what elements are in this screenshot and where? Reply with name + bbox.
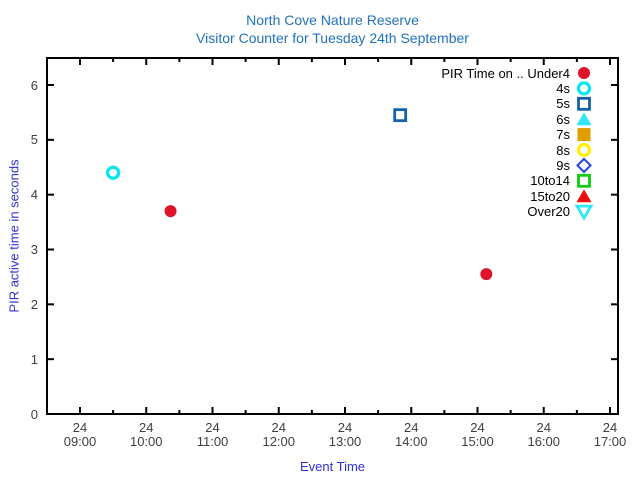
x-tick-time: 10:00 — [129, 434, 163, 449]
legend-label-9: Over20 — [527, 204, 570, 220]
x-tick-label-0: 24 09:00 — [64, 421, 97, 449]
x-tick-date: 24 — [470, 420, 485, 435]
x-tick-time: 12:00 — [262, 434, 296, 449]
square-open-marker — [393, 108, 408, 123]
x-tick-time: 15:00 — [461, 434, 494, 449]
triangle-up-filled-marker — [576, 112, 592, 126]
x-tick-date: 24 — [139, 420, 154, 435]
x-tick-label-2: 24 11:00 — [197, 421, 229, 449]
circle-filled-marker — [578, 67, 590, 79]
circle-filled-marker — [164, 205, 177, 218]
chart-subtitle: Visitor Counter for Tuesday 24th Septemb… — [196, 30, 469, 46]
plot-border — [46, 57, 619, 415]
x-tick-label-8: 24 17:00 — [594, 421, 627, 449]
chart-title: North Cove Nature Reserve — [246, 12, 419, 28]
x-tick-date: 24 — [337, 420, 353, 435]
x-tick-time: 09:00 — [63, 434, 97, 449]
circle-open-marker — [576, 142, 592, 158]
legend-label-4: 7s — [556, 127, 570, 143]
x-tick-date: 24 — [205, 420, 220, 435]
x-tick-time: 17:00 — [593, 434, 627, 449]
legend-label-6: 9s — [556, 157, 570, 173]
x-axis-label: Event Time — [299, 459, 366, 474]
square-filled-marker — [577, 128, 591, 142]
legend-label-3: 6s — [556, 111, 570, 127]
diamond-open-marker — [576, 157, 592, 174]
x-tick-time: 16:00 — [527, 434, 561, 449]
x-tick-time: 14:00 — [394, 434, 428, 449]
circle-filled-marker — [480, 268, 493, 281]
y-tick-label-2: 2 — [30, 296, 38, 312]
y-tick-label-3: 3 — [30, 242, 38, 257]
square-open-marker — [577, 173, 591, 188]
x-tick-label-5: 24 14:00 — [395, 421, 428, 449]
x-tick-label-4: 24 13:00 — [329, 421, 362, 449]
y-tick-label-0: 0 — [30, 406, 38, 422]
square-open-marker — [577, 96, 591, 111]
y-tick-label-4: 4 — [30, 187, 38, 203]
x-tick-date: 24 — [72, 420, 88, 435]
triangle-down-open-marker — [574, 204, 594, 221]
y-tick-label-1: 1 — [30, 351, 38, 367]
y-tick-label-6: 6 — [30, 77, 38, 93]
circle-open-marker — [576, 81, 592, 96]
legend-label-1: 4s — [556, 80, 570, 96]
legend-label-2: 5s — [556, 96, 570, 112]
x-tick-label-3: 24 12:00 — [262, 421, 295, 449]
x-tick-date: 24 — [404, 420, 419, 435]
legend-label-8: 15to20 — [530, 188, 570, 204]
triangle-up-filled-marker — [576, 189, 592, 203]
x-tick-time: 11:00 — [196, 434, 229, 449]
x-tick-label-6: 24 15:00 — [461, 421, 494, 449]
x-tick-time: 13:00 — [328, 434, 362, 449]
legend-label-0: PIR Time on .. Under4 — [441, 65, 570, 81]
x-tick-date: 24 — [536, 420, 551, 435]
x-tick-label-7: 24 16:00 — [527, 421, 560, 449]
x-tick-label-1: 24 10:00 — [130, 421, 163, 449]
legend-label-7: 10to14 — [530, 173, 570, 189]
y-tick-label-5: 5 — [30, 132, 38, 148]
x-tick-date: 24 — [271, 420, 286, 435]
x-tick-date: 24 — [602, 420, 618, 435]
legend-label-5: 8s — [556, 142, 570, 158]
circle-open-marker — [106, 165, 121, 180]
